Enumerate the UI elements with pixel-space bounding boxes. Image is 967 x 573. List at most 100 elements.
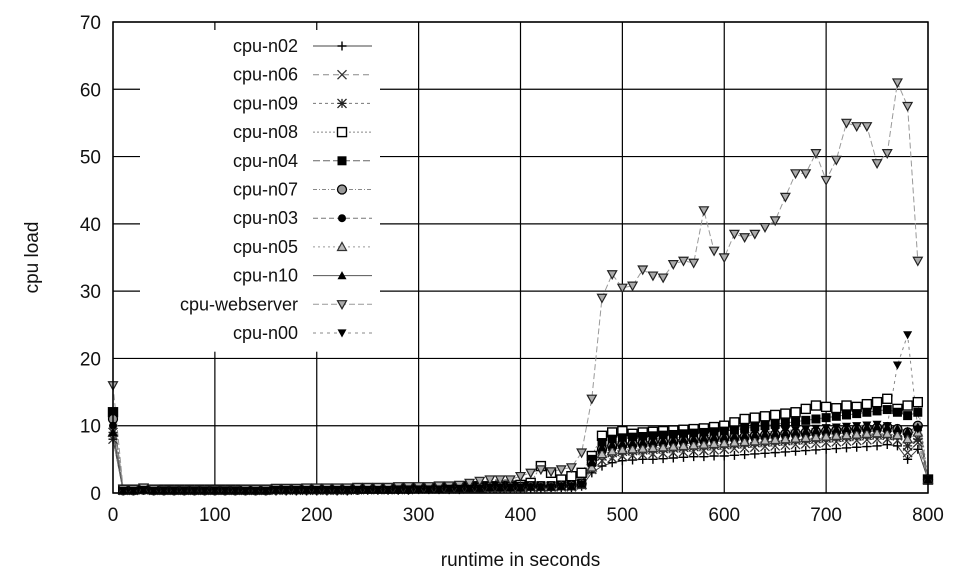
data-point [677, 440, 690, 451]
data-point [790, 169, 802, 180]
data-point [689, 452, 699, 462]
data-point [657, 273, 669, 284]
data-point [749, 435, 761, 446]
data-point [902, 440, 913, 451]
data-point [740, 423, 750, 433]
x-tick-label: 0 [108, 505, 119, 526]
data-point [220, 486, 230, 495]
data-point [862, 407, 872, 417]
data-point [770, 419, 780, 429]
data-point [607, 438, 617, 448]
data-point [149, 486, 159, 495]
data-point [159, 486, 169, 495]
data-point [637, 265, 649, 276]
legend-item: cpu-n00 [233, 323, 372, 343]
data-point [729, 425, 739, 435]
y-tick-label: 0 [90, 484, 101, 505]
data-point [516, 484, 525, 493]
data-point [892, 407, 902, 417]
data-point [565, 463, 577, 474]
legend-label: cpu-n02 [233, 36, 298, 56]
data-point [831, 411, 841, 421]
data-point [840, 429, 853, 440]
data-point [811, 414, 821, 424]
legend-label: cpu-webserver [180, 294, 298, 314]
data-point [810, 149, 822, 159]
data-point [830, 430, 842, 441]
data-point [658, 454, 668, 464]
data-point [586, 394, 598, 405]
series-markers-cpu-n00 [108, 331, 933, 495]
series-line-cpu-n06 [112, 438, 929, 491]
data-point [628, 436, 638, 446]
data-point [739, 436, 751, 447]
data-point [667, 260, 679, 270]
data-point [800, 403, 811, 415]
data-point [851, 122, 863, 133]
data-point [791, 446, 801, 456]
x-axis-title: runtime in seconds [441, 550, 600, 571]
data-point [811, 424, 821, 433]
data-point [606, 445, 618, 456]
legend-label: cpu-n08 [233, 122, 298, 142]
data-point [638, 454, 648, 464]
data-point [759, 411, 771, 422]
data-point [729, 430, 739, 439]
data-point [892, 361, 902, 370]
data-point [790, 432, 802, 443]
x-tick-label: 800 [912, 505, 944, 526]
data-point [872, 420, 882, 429]
data-point [902, 101, 914, 112]
data-point [485, 484, 495, 493]
y-axis-title: cpu load [22, 222, 43, 294]
data-point [831, 423, 841, 432]
data-point [332, 486, 342, 495]
data-point [871, 396, 883, 408]
y-axis-ticks: 0 10 20 30 40 50 60 70 [80, 13, 101, 505]
data-point [892, 423, 902, 433]
data-point [791, 417, 801, 427]
data-point [913, 407, 923, 417]
legend-marker [337, 271, 347, 280]
plot-frame [112, 21, 929, 494]
data-point [881, 428, 893, 438]
data-point [810, 431, 822, 442]
data-point [749, 229, 761, 240]
data-point [118, 486, 128, 495]
data-point [709, 431, 719, 440]
data-point [912, 396, 924, 408]
data-point [872, 441, 882, 451]
data-point [424, 485, 434, 494]
legend-label: cpu-n07 [233, 180, 298, 200]
data-point [393, 485, 403, 494]
data-point [739, 233, 751, 244]
data-point [546, 483, 556, 492]
data-point [728, 229, 740, 240]
data-point [913, 444, 923, 454]
x-tick-label: 100 [199, 505, 231, 526]
data-point [842, 443, 851, 453]
data-point [740, 450, 750, 460]
data-point [699, 432, 709, 441]
data-point [576, 467, 587, 479]
legend-label: cpu-n09 [233, 93, 298, 113]
data-point [536, 483, 546, 492]
data-point [475, 484, 485, 493]
data-point [882, 393, 893, 404]
data-point [240, 486, 250, 495]
data-point [708, 246, 720, 257]
legend: cpu-n02 cpu-n06 cpu-n09 cpu-n08 cpu-n04 cpu-n… [180, 36, 372, 343]
data-point [668, 434, 678, 443]
data-point [617, 437, 627, 446]
data-point [791, 426, 801, 435]
data-point [861, 122, 873, 133]
data-point [454, 484, 464, 493]
legend-item: cpu-n07 [233, 180, 372, 200]
data-point [800, 169, 812, 180]
data-point [750, 449, 760, 459]
legend-item: cpu-n08 [233, 122, 372, 142]
data-point [628, 455, 638, 465]
data-point [912, 434, 923, 445]
data-point [190, 486, 199, 495]
data-point [667, 440, 679, 451]
